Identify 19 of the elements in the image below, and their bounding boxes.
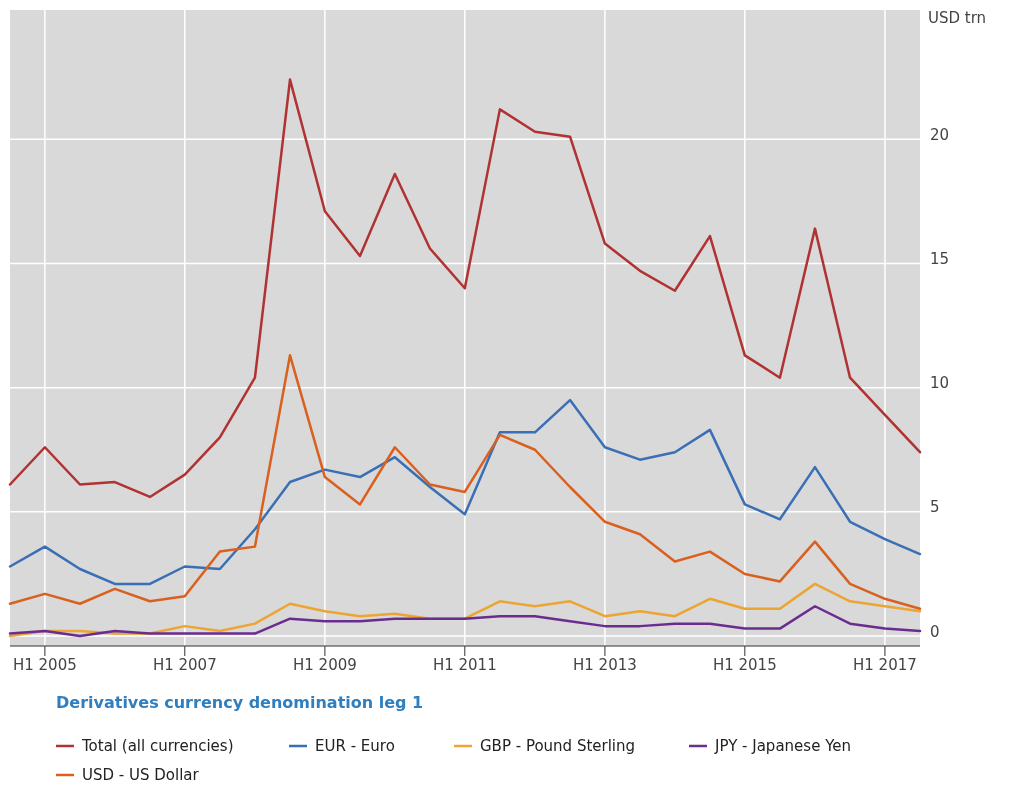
legend-label: JPY - Japanese Yen (714, 736, 852, 755)
y-tick-label: 5 (930, 498, 940, 517)
y-tick-label: 0 (930, 622, 940, 641)
legend-label: USD - US Dollar (82, 765, 200, 784)
x-tick-label: H1 2013 (573, 656, 637, 674)
y-tick-label: 15 (930, 249, 950, 268)
y-axis-title: USD trn (928, 8, 987, 27)
x-tick-label: H1 2009 (293, 656, 357, 674)
text: Derivatives currency denomination leg 1 (56, 693, 424, 712)
x-tick-label: H1 2005 (13, 656, 77, 674)
y-tick-label: 20 (930, 125, 950, 144)
legend-label: Total (all currencies) (81, 736, 234, 755)
x-tick-label: H1 2011 (432, 656, 497, 674)
legend-label: GBP - Pound Sterling (480, 736, 636, 755)
legend-label: EUR - Euro (315, 736, 395, 755)
y-tick-label: 10 (930, 374, 950, 393)
x-tick-label: H1 2017 (853, 656, 917, 674)
x-tick-label: H1 2015 (712, 656, 777, 674)
x-tick-label: H1 2007 (152, 656, 217, 674)
